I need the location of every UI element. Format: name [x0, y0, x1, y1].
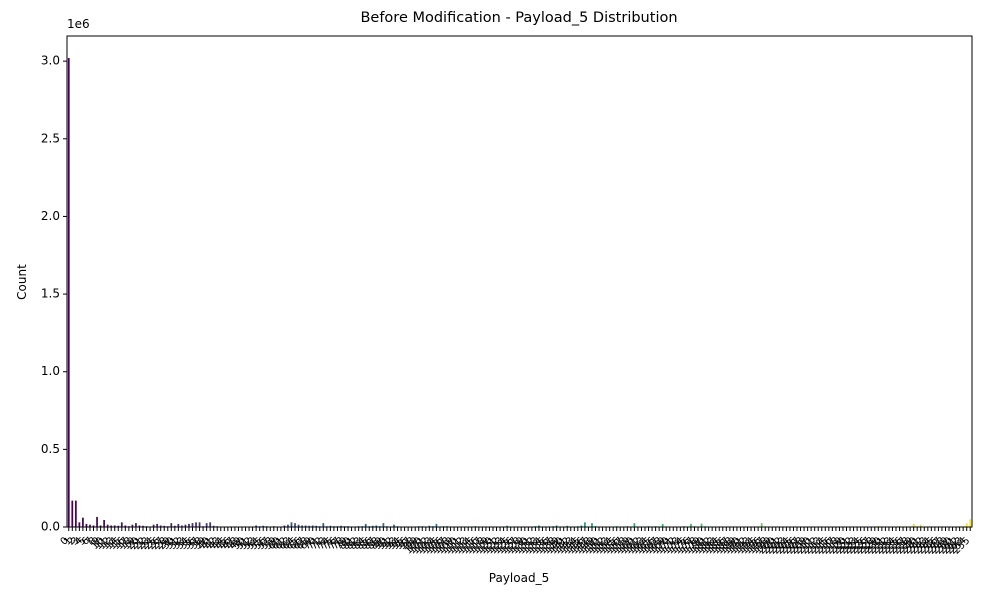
bar [301, 525, 303, 527]
bar [294, 523, 296, 527]
y-tick-label: 1.0 [41, 364, 60, 378]
bar [255, 525, 258, 527]
bar [138, 525, 141, 527]
bar [283, 525, 286, 527]
bar [124, 525, 127, 527]
bar [89, 524, 91, 527]
bar [106, 524, 109, 527]
bar [78, 522, 81, 527]
bar [290, 522, 293, 527]
bar [382, 523, 385, 527]
y-tick-label: 0.0 [41, 520, 60, 534]
y-tick-label: 2.5 [41, 131, 60, 145]
bar [690, 523, 692, 527]
chart-title: Before Modification - Payload_5 Distribu… [360, 10, 677, 26]
bar [633, 523, 636, 527]
bar [428, 525, 431, 527]
bar [315, 525, 318, 527]
bar [584, 522, 586, 527]
bar [71, 500, 74, 527]
bar [159, 525, 162, 527]
bar [96, 516, 98, 527]
bar [965, 523, 968, 527]
bar [566, 525, 569, 527]
bar [188, 523, 190, 527]
bar [209, 522, 212, 527]
bar [311, 525, 314, 527]
bar [110, 525, 113, 527]
bar [117, 525, 120, 527]
y-tick-label: 2.0 [41, 209, 60, 223]
bar [191, 523, 194, 527]
bar [195, 522, 197, 527]
bar [67, 58, 70, 528]
x-axis-label: Payload_5 [489, 571, 549, 585]
bar [205, 523, 208, 527]
bar [135, 523, 137, 527]
bar [661, 523, 664, 527]
bar [329, 525, 332, 527]
plot-frame [66, 35, 973, 528]
bar [308, 525, 311, 527]
bar [912, 523, 915, 527]
bar [591, 523, 593, 527]
bar [184, 524, 187, 527]
bar [371, 525, 374, 527]
bar [322, 523, 325, 527]
bar [82, 517, 84, 527]
y-axis-label: Count [15, 264, 29, 300]
bar [580, 525, 583, 527]
bar [74, 500, 77, 527]
bar [375, 525, 378, 527]
bar [113, 525, 116, 527]
bar [163, 525, 166, 527]
y-tick-label: 1.5 [41, 287, 60, 301]
bar [364, 523, 367, 527]
bar [156, 523, 159, 527]
bar [555, 525, 558, 527]
bar [538, 525, 540, 527]
bar [177, 523, 180, 527]
bar [92, 525, 95, 527]
bar [142, 525, 144, 527]
bar [131, 524, 134, 527]
y-tick-label: 0.5 [41, 442, 60, 456]
bar [103, 520, 106, 527]
bar [212, 525, 215, 527]
bar [287, 524, 289, 527]
bar [435, 523, 438, 527]
bar [181, 525, 183, 527]
bar [99, 525, 102, 527]
bar [85, 523, 88, 527]
bar [170, 523, 173, 527]
bar [152, 524, 155, 527]
bar [304, 525, 307, 527]
bar [760, 523, 763, 527]
bar [120, 522, 123, 527]
y-offset-label: 1e6 [67, 17, 90, 31]
bar [173, 525, 176, 527]
bar [700, 523, 703, 527]
bar [506, 525, 509, 527]
bar [969, 519, 972, 527]
y-tick-label: 3.0 [41, 54, 60, 68]
bar [262, 525, 265, 527]
bar [198, 522, 201, 527]
bar [919, 524, 922, 527]
bar [297, 524, 300, 527]
bar [340, 525, 342, 527]
bar [393, 524, 395, 527]
